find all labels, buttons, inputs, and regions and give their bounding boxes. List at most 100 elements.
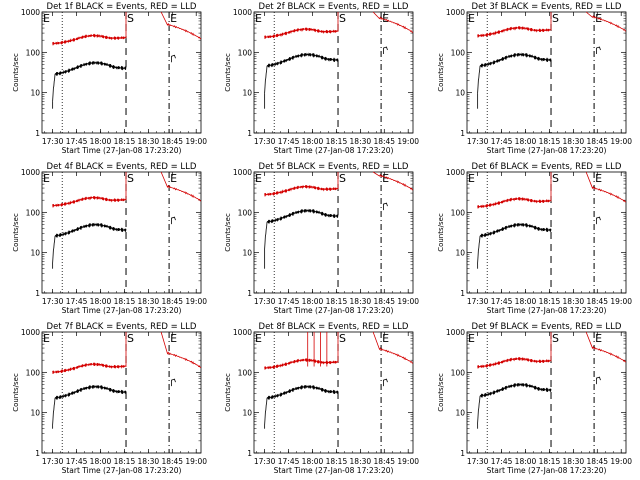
plot-frame <box>253 331 414 454</box>
x-tick-label: 19:00 <box>397 297 419 306</box>
lld-series-line-post <box>160 171 201 202</box>
y-tick-label: 100 <box>451 208 466 217</box>
marker-label-S: S <box>127 332 134 345</box>
marker-label-E: E <box>382 332 389 345</box>
x-axis-label: Start Time (27-Jan-08 17:23:20) <box>62 306 182 315</box>
panel-title: Det 2f BLACK = Events, RED = LLD <box>259 2 409 12</box>
panel-title: Det 6f BLACK = Events, RED = LLD <box>472 162 622 172</box>
x-tick-label: 18:00 <box>302 297 324 306</box>
events-series-line-post <box>596 376 601 385</box>
x-tick-label: 17:30 <box>254 457 276 466</box>
lld-series-line <box>477 332 552 369</box>
lld-series-line <box>52 172 127 208</box>
y-axis-label: Counts/sec <box>437 213 445 252</box>
marker-label-left: E <box>43 332 50 345</box>
x-tick-label: 18:45 <box>373 297 395 306</box>
x-tick-label: 18:30 <box>563 297 585 306</box>
marker-label-left: E <box>468 332 475 345</box>
marker-label-left: E <box>255 12 262 25</box>
x-tick-label: 18:15 <box>114 137 136 146</box>
lld-series-line <box>264 332 339 370</box>
y-axis-label: Counts/sec <box>224 53 232 92</box>
chart-panel-4: Det 4f BLACK = Events, RED = LLD 1 10 100 10… <box>12 162 207 315</box>
x-tick-label: 19:00 <box>610 457 632 466</box>
plot-frame <box>466 171 627 294</box>
events-series-line-post <box>383 202 388 211</box>
x-tick-label: 18:15 <box>539 137 561 146</box>
x-tick-label: 17:30 <box>467 457 489 466</box>
x-tick-label: 18:15 <box>539 297 561 306</box>
y-tick-label: 100 <box>238 208 253 217</box>
x-tick-label: 17:30 <box>42 297 64 306</box>
plot-frame <box>41 171 202 294</box>
lld-series-line-post <box>372 331 413 364</box>
events-series-line <box>264 208 339 250</box>
events-series-line-post <box>383 378 388 387</box>
y-tick-label: 100 <box>26 48 41 57</box>
y-tick-label: 1 <box>247 129 252 138</box>
x-tick-label: 18:00 <box>302 137 324 146</box>
marker-label-E: E <box>170 172 177 185</box>
x-tick-label: 18:30 <box>138 297 160 306</box>
x-tick-label: 18:45 <box>586 137 608 146</box>
panel-title: Det 1f BLACK = Events, RED = LLD <box>47 2 197 12</box>
plot-frame <box>466 331 627 454</box>
panel-title: Det 5f BLACK = Events, RED = LLD <box>259 162 409 172</box>
y-tick-label: 1000 <box>233 168 252 177</box>
y-tick-label: 1 <box>460 449 465 458</box>
marker-label-left: E <box>43 12 50 25</box>
x-axis-label: Start Time (27-Jan-08 17:23:20) <box>487 146 607 155</box>
y-axis-label: Counts/sec <box>224 213 232 252</box>
marker-label-S: S <box>127 12 134 25</box>
x-tick-label: 19:00 <box>610 297 632 306</box>
y-tick-label: 1000 <box>21 8 40 17</box>
x-tick-label: 18:45 <box>161 457 183 466</box>
marker-label-E: E <box>595 332 602 345</box>
y-tick-label: 10 <box>455 89 465 98</box>
x-tick-label: 18:15 <box>539 457 561 466</box>
y-tick-label: 10 <box>242 89 252 98</box>
x-tick-label: 19:00 <box>185 297 207 306</box>
x-tick-label: 18:30 <box>350 457 372 466</box>
chart-panel-8: Det 8f BLACK = Events, RED = LLD 1 10 100 10… <box>224 322 419 475</box>
marker-label-E: E <box>170 332 177 345</box>
plot-frame <box>466 11 627 134</box>
y-tick-label: 1 <box>35 129 40 138</box>
marker-label-S: S <box>552 12 559 25</box>
chart-panel-9: Det 9f BLACK = Events, RED = LLD 1 10 100 10… <box>437 322 632 475</box>
x-tick-label: 17:30 <box>42 457 64 466</box>
x-tick-label: 18:15 <box>326 137 348 146</box>
y-axis-label: Counts/sec <box>224 373 232 412</box>
marker-label-S: S <box>339 12 346 25</box>
chart-panel-5: Det 5f BLACK = Events, RED = LLD 1 10 100 10… <box>224 162 419 315</box>
x-tick-label: 18:45 <box>161 297 183 306</box>
x-tick-label: 19:00 <box>397 457 419 466</box>
y-tick-label: 100 <box>26 208 41 217</box>
events-series-line-post <box>171 216 176 225</box>
y-axis-label: Counts/sec <box>12 53 20 92</box>
x-tick-label: 18:30 <box>350 137 372 146</box>
y-tick-label: 1000 <box>446 168 465 177</box>
lld-series-line <box>477 172 552 209</box>
x-tick-label: 18:30 <box>563 457 585 466</box>
y-axis-label: Counts/sec <box>437 53 445 92</box>
panel-title: Det 9f BLACK = Events, RED = LLD <box>472 322 622 332</box>
marker-label-left: E <box>255 172 262 185</box>
chart-panel-6: Det 6f BLACK = Events, RED = LLD 1 10 100 10… <box>437 162 632 315</box>
y-tick-label: 1000 <box>21 168 40 177</box>
x-tick-label: 18:00 <box>515 297 537 306</box>
events-series-line <box>52 60 127 102</box>
y-tick-label: 100 <box>451 368 466 377</box>
x-axis-label: Start Time (27-Jan-08 17:23:20) <box>274 146 394 155</box>
lld-series-line <box>52 12 127 46</box>
events-series-line <box>477 222 552 264</box>
x-axis-label: Start Time (27-Jan-08 17:23:20) <box>487 466 607 475</box>
marker-label-left: E <box>468 12 475 25</box>
marker-label-E: E <box>170 12 177 25</box>
x-tick-label: 18:15 <box>114 457 136 466</box>
x-tick-label: 17:45 <box>491 457 513 466</box>
x-tick-label: 18:00 <box>90 297 112 306</box>
lld-series-line-post <box>372 11 413 33</box>
marker-label-S: S <box>552 332 559 345</box>
